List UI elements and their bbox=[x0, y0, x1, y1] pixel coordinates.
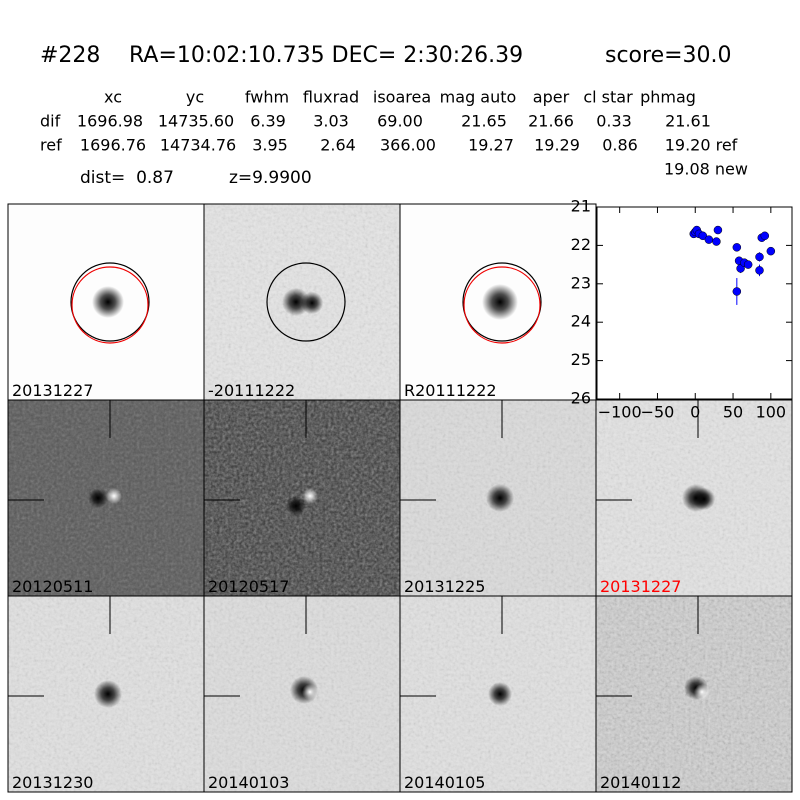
coordinates: RA=10:02:10.735 DEC= 2:30:26.39 bbox=[129, 43, 523, 68]
cell: 19.29 bbox=[534, 136, 580, 155]
y-tick-label: 26 bbox=[571, 389, 591, 408]
cell: 2.64 bbox=[320, 136, 356, 155]
cell: 1696.98 bbox=[77, 112, 143, 131]
cell: 21.65 bbox=[461, 112, 507, 131]
source-residual bbox=[694, 684, 710, 700]
x-tick-label: 50 bbox=[723, 403, 743, 422]
y-tick-label: 24 bbox=[571, 312, 591, 331]
cell: 19.27 bbox=[468, 136, 514, 155]
stamp-label: 20131225 bbox=[404, 577, 485, 596]
phmag-new: 19.08 new bbox=[664, 160, 748, 179]
stamp-label: 20131227 bbox=[600, 577, 681, 596]
cell: 14734.76 bbox=[160, 136, 236, 155]
cell: 21.61 bbox=[665, 112, 711, 131]
source bbox=[486, 484, 514, 512]
data-point bbox=[755, 252, 764, 262]
cell: 0.33 bbox=[596, 112, 632, 131]
data-point bbox=[712, 237, 721, 246]
column-header: yc bbox=[186, 88, 204, 107]
aperture-ref bbox=[463, 266, 541, 344]
data-point bbox=[760, 231, 770, 241]
data-point bbox=[732, 287, 742, 296]
cell: 19.20 ref bbox=[665, 136, 738, 155]
column-header: xc bbox=[104, 88, 122, 107]
source bbox=[88, 488, 108, 508]
x-tick-label: −100 bbox=[598, 403, 642, 422]
source-residual bbox=[302, 684, 318, 700]
stamp-label: 20140103 bbox=[208, 773, 289, 792]
stamp-grid: 20131227 -20111222 R20111222 20120511 201205… bbox=[7, 203, 793, 793]
stamp-label: 20140112 bbox=[600, 773, 681, 792]
aperture-ref bbox=[71, 266, 149, 344]
score: score=30.0 bbox=[605, 43, 732, 68]
data-point bbox=[755, 266, 764, 275]
source-residual bbox=[302, 488, 318, 504]
light-curve: 21 22 23 24 25 26 −100−50 0 50 100 bbox=[571, 197, 793, 422]
dist: dist= 0.87 bbox=[80, 168, 174, 188]
plot-frame bbox=[596, 206, 793, 400]
cell: 14735.60 bbox=[158, 112, 234, 131]
cell: 6.39 bbox=[250, 112, 286, 131]
stamp-label: 20120517 bbox=[208, 577, 289, 596]
column-header: isoarea bbox=[373, 88, 431, 107]
column-header: fluxrad bbox=[303, 88, 359, 107]
source bbox=[286, 496, 306, 516]
cell: 0.86 bbox=[602, 136, 638, 155]
aperture bbox=[462, 262, 542, 342]
aperture bbox=[70, 262, 150, 342]
row-label: dif bbox=[40, 112, 61, 131]
cell: 69.00 bbox=[377, 112, 423, 131]
data-point bbox=[698, 231, 708, 241]
y-tick-label: 23 bbox=[571, 273, 591, 292]
x-tick-label: 100 bbox=[756, 403, 787, 422]
source bbox=[692, 487, 716, 511]
stamp-label: -20111222 bbox=[208, 381, 295, 400]
x-tick-label: 0 bbox=[690, 403, 700, 422]
source bbox=[488, 682, 512, 706]
stamp-border bbox=[595, 595, 793, 793]
x-tick-label: −50 bbox=[641, 403, 675, 422]
stamp-label: 20140105 bbox=[404, 773, 485, 792]
cell: 1696.76 bbox=[80, 136, 146, 155]
source bbox=[92, 286, 124, 318]
cell: 3.03 bbox=[313, 112, 349, 131]
column-header: mag auto bbox=[440, 88, 517, 107]
data-point bbox=[732, 243, 742, 252]
y-tick-label: 21 bbox=[571, 197, 591, 216]
data-point bbox=[704, 235, 714, 244]
source bbox=[300, 291, 324, 315]
stamp-label: R20111222 bbox=[404, 381, 497, 400]
row-label: ref bbox=[40, 136, 62, 155]
column-header: aper bbox=[533, 88, 570, 107]
aperture bbox=[266, 262, 346, 342]
data-point bbox=[743, 260, 753, 269]
source-residual bbox=[106, 488, 122, 504]
column-header: phmag bbox=[640, 88, 696, 107]
source bbox=[482, 284, 518, 320]
data-point bbox=[766, 246, 776, 256]
column-header: cl star bbox=[583, 88, 633, 107]
redshift: z=9.9900 bbox=[229, 168, 312, 188]
cell: 3.95 bbox=[252, 136, 288, 155]
y-tick-label: 25 bbox=[571, 350, 591, 369]
y-tick-label: 22 bbox=[571, 235, 591, 254]
source bbox=[94, 680, 122, 708]
column-header: fwhm bbox=[245, 88, 289, 107]
stamp-label: 20131230 bbox=[12, 773, 93, 792]
cell: 366.00 bbox=[380, 136, 436, 155]
cell: 21.66 bbox=[528, 112, 574, 131]
stamp-label: 20131227 bbox=[12, 381, 93, 400]
candidate-id: #228 bbox=[40, 43, 100, 68]
data-point bbox=[713, 225, 723, 235]
stamp-label: 20120511 bbox=[12, 577, 93, 596]
